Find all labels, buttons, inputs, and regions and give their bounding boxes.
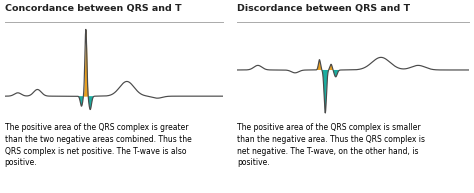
Text: Discordance between QRS and T: Discordance between QRS and T bbox=[237, 4, 410, 13]
Text: Concordance between QRS and T: Concordance between QRS and T bbox=[5, 4, 182, 13]
Text: The positive area of the QRS complex is smaller
than the negative area. Thus the: The positive area of the QRS complex is … bbox=[237, 123, 425, 167]
Text: The positive area of the QRS complex is greater
than the two negative areas comb: The positive area of the QRS complex is … bbox=[5, 123, 191, 167]
